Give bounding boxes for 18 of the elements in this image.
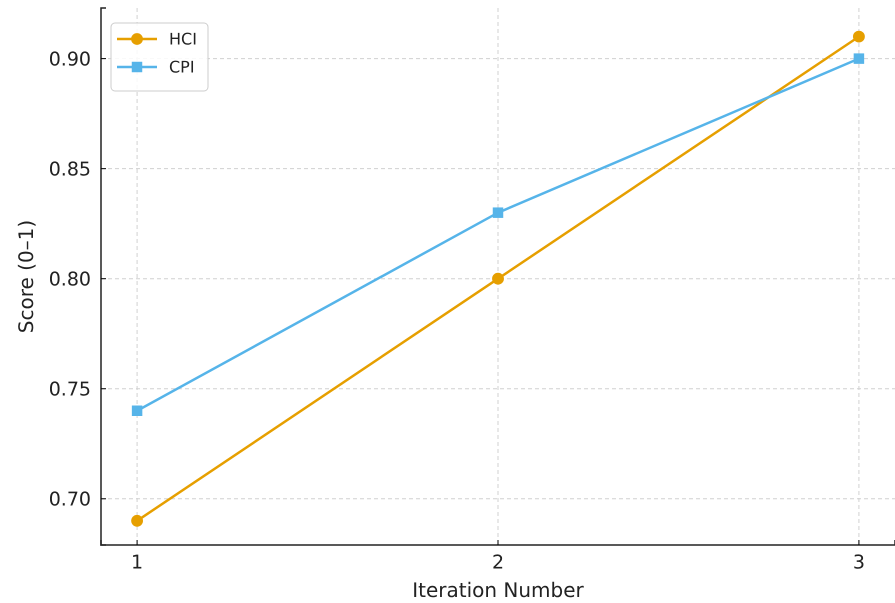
y-axis-title: Score (0–1) bbox=[14, 220, 38, 334]
x-axis-title: Iteration Number bbox=[412, 578, 585, 602]
point bbox=[492, 207, 504, 218]
x-tick-label: 3 bbox=[852, 551, 865, 574]
x-tick-label: 1 bbox=[131, 551, 144, 574]
x-tick-label: 2 bbox=[492, 551, 504, 574]
point bbox=[131, 514, 144, 527]
y-tick-label: 0.75 bbox=[48, 378, 91, 400]
point bbox=[854, 53, 864, 64]
y-tick-label: 0.85 bbox=[48, 158, 91, 180]
point bbox=[852, 30, 865, 43]
point bbox=[492, 272, 504, 285]
y-tick-label: 0.90 bbox=[48, 48, 91, 70]
legend-label: HCI bbox=[169, 30, 197, 49]
y-tick-label: 0.80 bbox=[48, 268, 91, 290]
legend-label: CPI bbox=[169, 58, 195, 77]
point bbox=[132, 406, 142, 416]
y-tick-label: 0.70 bbox=[48, 488, 91, 510]
